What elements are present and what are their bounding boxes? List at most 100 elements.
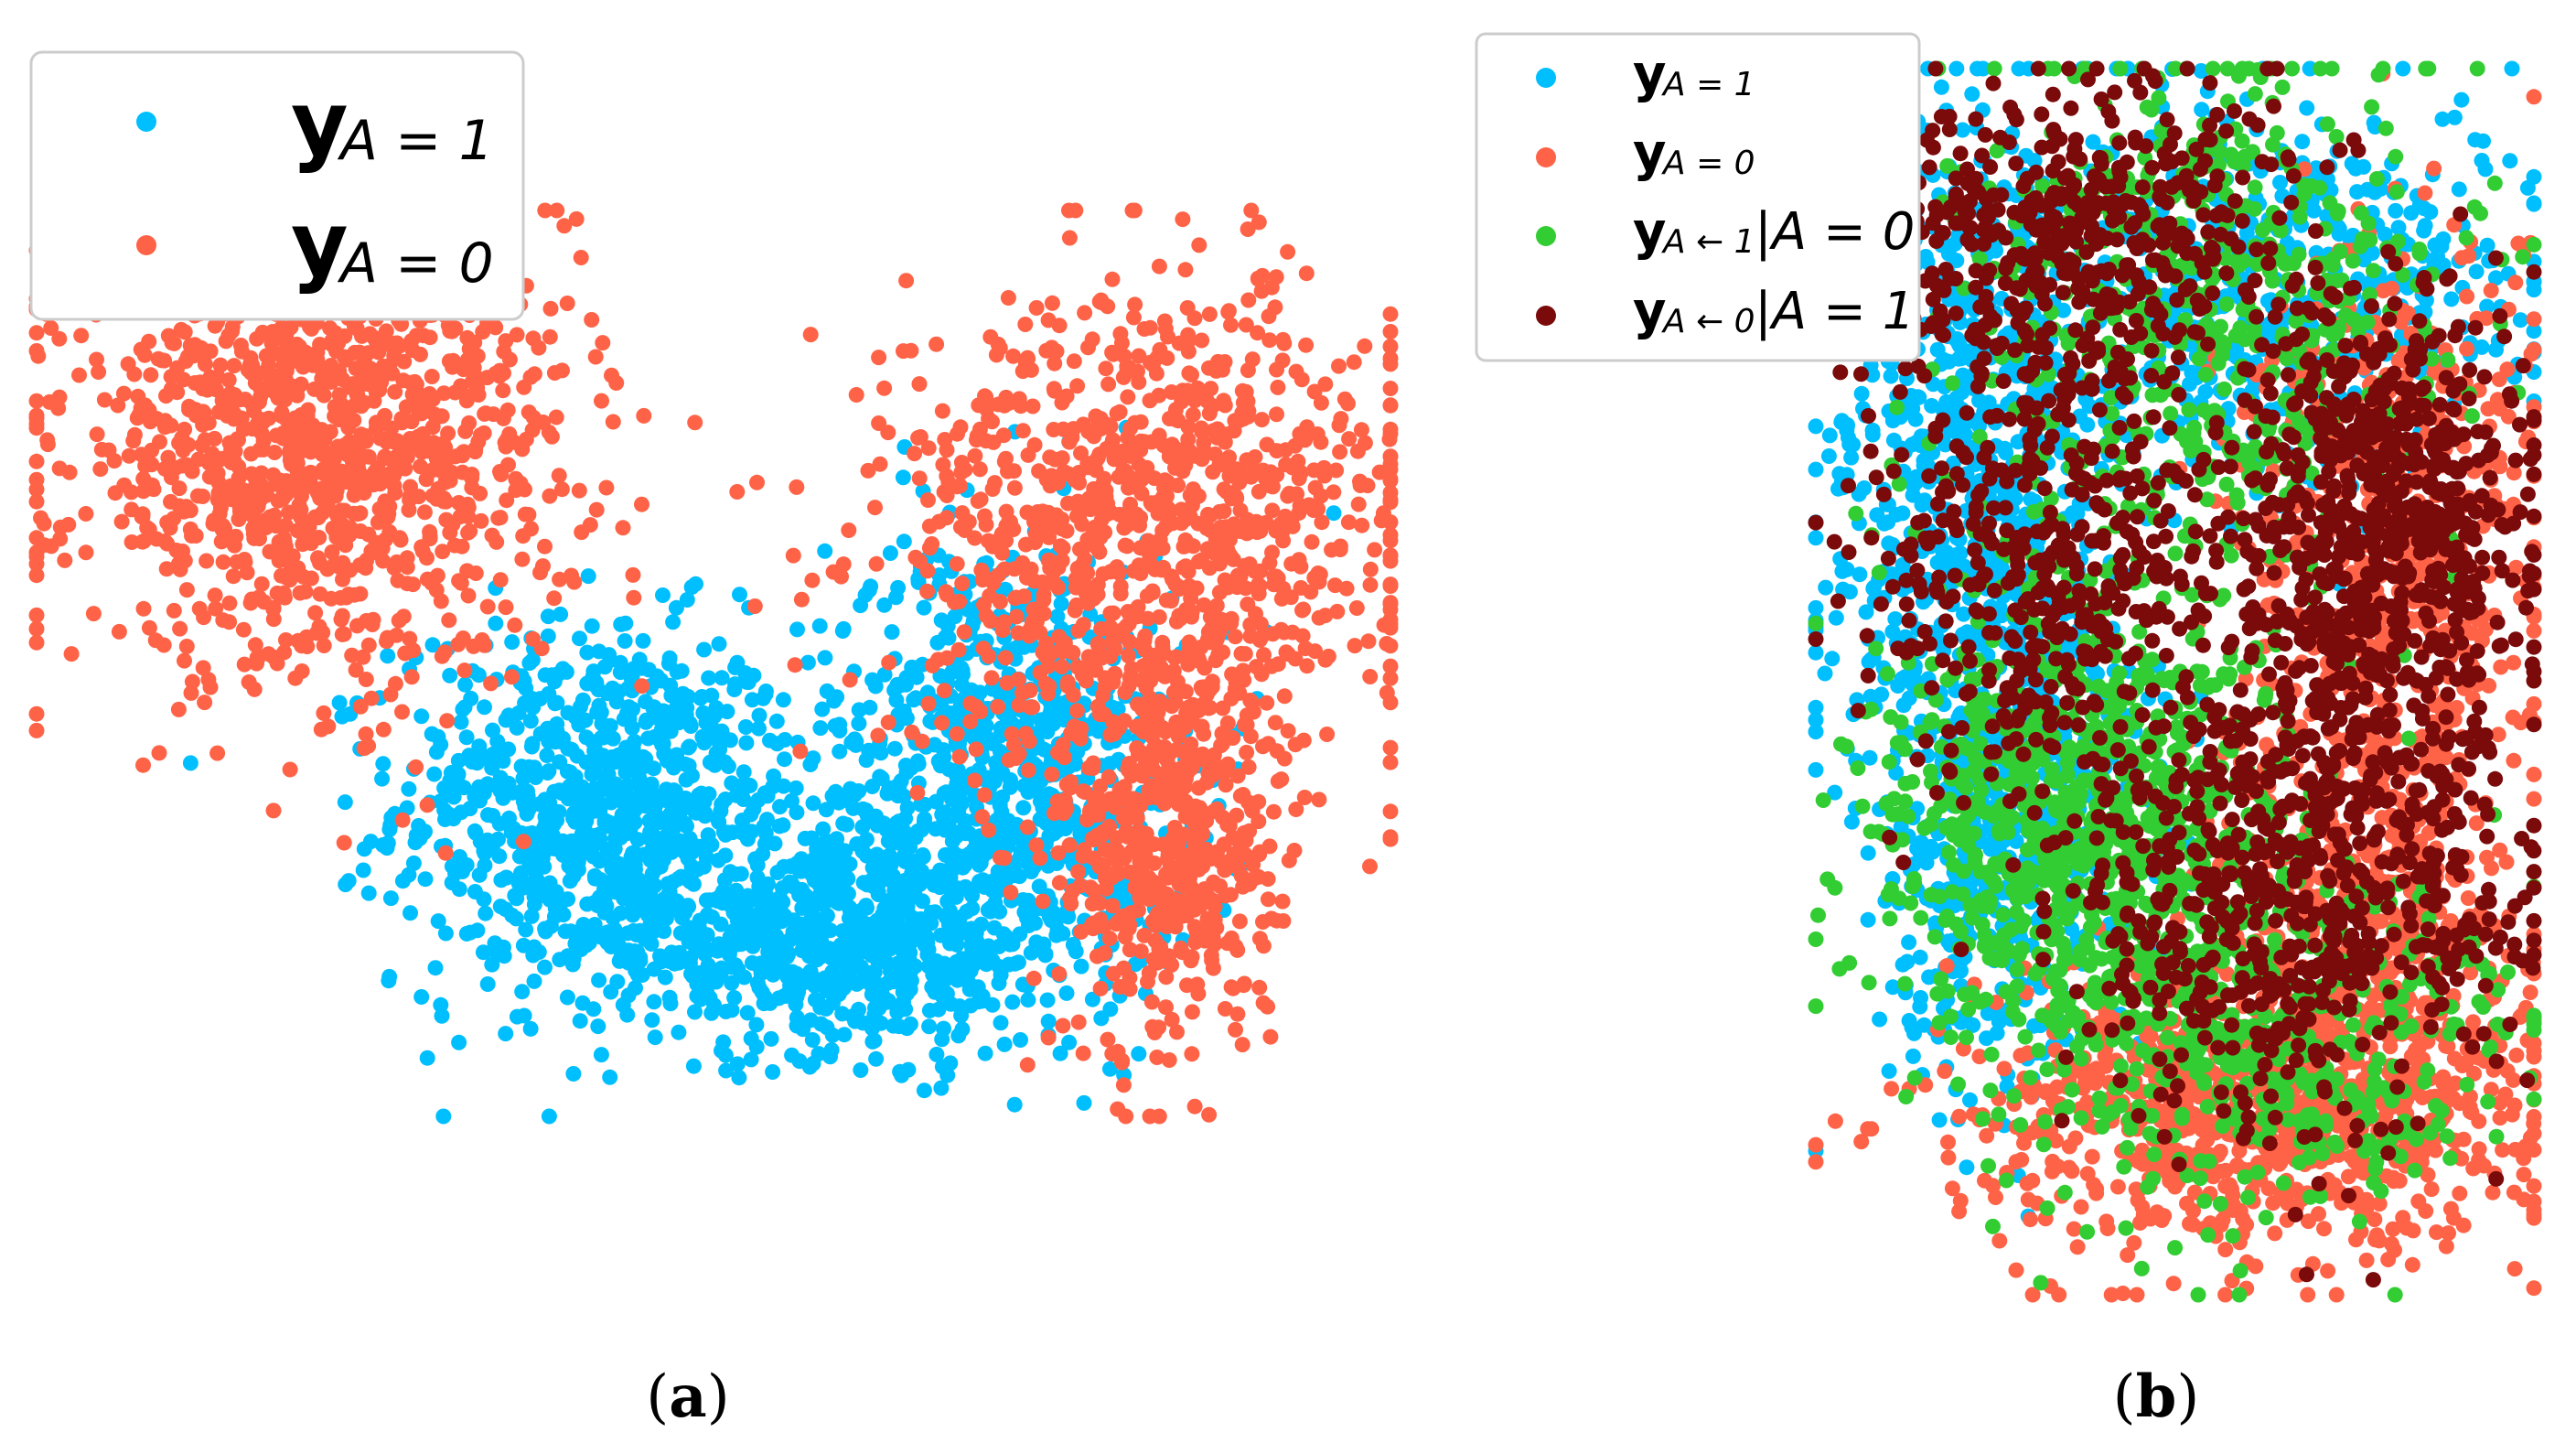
panel-a-point-series-1 xyxy=(548,409,564,425)
panel-a-point-series-0 xyxy=(1004,936,1021,953)
panel-a-point-series-1 xyxy=(284,479,300,494)
panel-a-point-series-1 xyxy=(952,419,969,436)
panel-a-point-series-0 xyxy=(434,1007,450,1024)
panel-a-point-series-1 xyxy=(920,440,937,457)
panel-a-point-series-1 xyxy=(594,393,609,409)
panel-a-point-series-0 xyxy=(940,917,957,932)
panel-a-point-series-0 xyxy=(532,846,549,863)
panel-a-point-series-1 xyxy=(1357,338,1373,354)
panel-a-point-series-1 xyxy=(1184,497,1200,513)
panel-a-point-series-0 xyxy=(477,699,492,716)
panel-a-point-series-0 xyxy=(647,1029,663,1046)
panel-a-point-series-1 xyxy=(566,574,583,590)
panel-a-point-series-0 xyxy=(703,1005,720,1021)
panel-a-point-series-0 xyxy=(884,624,900,641)
panel-a-point-series-1 xyxy=(842,672,858,688)
panel-a-point-series-1 xyxy=(434,408,450,425)
panel-a-point-series-0 xyxy=(882,545,898,561)
panel-a-point-series-1 xyxy=(424,369,440,384)
panel-a-point-series-1 xyxy=(1008,589,1025,606)
panel-a-point-series-1 xyxy=(110,397,126,414)
panel-a-point-series-1 xyxy=(1160,328,1175,345)
panel-a-point-series-1 xyxy=(28,722,45,738)
panel-a-point-series-0 xyxy=(382,890,399,907)
panel-a-point-series-1 xyxy=(860,462,876,479)
panel-a-point-series-0 xyxy=(531,832,548,848)
panel-a-point-series-0 xyxy=(610,684,627,700)
panel-a-point-series-1 xyxy=(1191,237,1208,253)
panel-a-point-series-1 xyxy=(1104,443,1121,459)
panel-a-point-series-0 xyxy=(640,662,657,678)
panel-a-point-series-0 xyxy=(687,803,703,820)
panel-a-point-series-0 xyxy=(527,767,543,783)
panel-a-point-series-0 xyxy=(1021,918,1036,933)
panel-a-point-series-1 xyxy=(1017,726,1034,742)
panel-a-point-series-0 xyxy=(680,898,696,914)
panel-a-point-series-1 xyxy=(1179,977,1195,994)
panel-a-point-series-1 xyxy=(1216,481,1232,498)
panel-a-point-series-0 xyxy=(711,636,727,652)
panel-a-point-series-1 xyxy=(1265,803,1282,820)
panel-a-point-series-0 xyxy=(948,888,964,905)
panel-a-point-series-1 xyxy=(163,469,179,486)
panel-a-point-series-0 xyxy=(477,845,493,861)
panel-a-point-series-1 xyxy=(1068,597,1085,613)
panel-a-point-series-0 xyxy=(430,913,446,930)
panel-a-point-series-1 xyxy=(316,387,332,404)
panel-a-point-series-0 xyxy=(1053,596,1069,612)
panel-a-point-series-0 xyxy=(819,983,835,999)
panel-a-point-series-1 xyxy=(1092,911,1109,928)
panel-a-point-series-1 xyxy=(1091,706,1108,723)
panel-a-point-series-0 xyxy=(603,984,619,1000)
panel-a-point-series-0 xyxy=(951,998,968,1015)
panel-a-point-series-1 xyxy=(1382,397,1399,414)
panel-a-point-series-0 xyxy=(854,819,871,835)
panel-a-point-series-1 xyxy=(974,572,991,588)
panel-a-point-series-1 xyxy=(551,468,567,484)
panel-a-point-series-0 xyxy=(861,582,877,598)
panel-a-point-series-1 xyxy=(532,565,548,581)
panel-a-point-series-1 xyxy=(787,657,803,673)
panel-a-point-series-0 xyxy=(623,756,639,772)
panel-a-point-series-1 xyxy=(975,641,992,657)
panel-a-point-series-1 xyxy=(1223,979,1240,996)
panel-a-point-series-1 xyxy=(1186,1098,1203,1115)
panel-a-point-series-1 xyxy=(215,554,231,570)
panel-a-point-series-0 xyxy=(853,1062,869,1078)
panel-a-point-series-0 xyxy=(605,730,621,747)
panel-a-point-series-0 xyxy=(793,927,810,943)
panel-a-point-series-1 xyxy=(1131,374,1147,391)
panel-a-point-series-1 xyxy=(1061,837,1078,854)
panel-a-point-series-1 xyxy=(276,644,293,661)
panel-a-point-series-1 xyxy=(93,441,110,458)
panel-a-point-series-1 xyxy=(1090,411,1106,427)
panel-a-point-series-1 xyxy=(1220,303,1237,319)
panel-a-point-series-1 xyxy=(265,601,282,618)
panel-a-point-series-0 xyxy=(657,969,673,985)
panel-a-point-series-0 xyxy=(1004,994,1021,1010)
panel-a-point-series-0 xyxy=(426,766,443,782)
panel-a-point-series-1 xyxy=(1048,507,1065,523)
panel-a-point-series-1 xyxy=(1158,518,1175,534)
panel-a-point-series-1 xyxy=(1228,939,1244,954)
panel-a-point-series-0 xyxy=(1023,944,1039,961)
panel-a-point-series-1 xyxy=(1081,803,1098,820)
panel-a-point-series-1 xyxy=(1003,884,1019,900)
panel-a-point-series-1 xyxy=(1340,514,1357,531)
panel-a-point-series-0 xyxy=(895,469,911,486)
panel-a-point-series-1 xyxy=(315,447,330,463)
panel-a-point-series-1 xyxy=(1044,766,1060,782)
panel-a-point-series-1 xyxy=(1238,383,1254,400)
panel-a-point-series-1 xyxy=(938,584,954,600)
panel-a-point-series-1 xyxy=(531,339,547,356)
panel-a-point-series-1 xyxy=(438,493,454,510)
panel-a-point-series-0 xyxy=(712,741,728,758)
panel-a-point-series-1 xyxy=(28,634,45,651)
panel-a-point-series-1 xyxy=(1244,351,1261,368)
panel-a-point-series-1 xyxy=(389,554,405,570)
panel-a-point-series-0 xyxy=(1093,1010,1110,1027)
panel-a-point-series-1 xyxy=(1206,937,1222,953)
panel-a-point-series-0 xyxy=(1013,1032,1028,1048)
panel-a-point-series-0 xyxy=(754,984,770,1000)
panel-a-point-series-1 xyxy=(1100,376,1117,393)
